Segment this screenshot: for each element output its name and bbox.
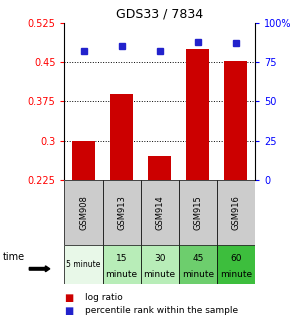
Bar — [64, 245, 103, 284]
Text: ■: ■ — [64, 293, 74, 302]
Bar — [224, 61, 247, 180]
Bar — [217, 180, 255, 245]
Text: GSM914: GSM914 — [155, 195, 164, 230]
Text: ■: ■ — [64, 306, 74, 316]
Bar — [110, 94, 133, 180]
Text: 45: 45 — [192, 254, 203, 264]
Bar — [103, 245, 141, 284]
Bar — [186, 49, 209, 180]
Bar — [148, 156, 171, 180]
Text: percentile rank within the sample: percentile rank within the sample — [85, 306, 238, 315]
Text: GSM916: GSM916 — [231, 195, 240, 230]
Text: 15: 15 — [116, 254, 127, 264]
Text: 60: 60 — [230, 254, 242, 264]
Text: minute: minute — [144, 270, 176, 279]
Bar — [179, 245, 217, 284]
Bar — [179, 180, 217, 245]
Bar — [141, 180, 179, 245]
Text: minute: minute — [105, 270, 138, 279]
Bar — [141, 245, 179, 284]
Bar — [64, 180, 103, 245]
Text: GSM915: GSM915 — [193, 195, 202, 230]
Text: minute: minute — [182, 270, 214, 279]
Text: 30: 30 — [154, 254, 166, 264]
Text: GSM913: GSM913 — [117, 195, 126, 230]
Text: log ratio: log ratio — [85, 293, 123, 302]
Bar — [72, 141, 95, 180]
Bar — [103, 180, 141, 245]
Text: time: time — [3, 252, 25, 262]
Title: GDS33 / 7834: GDS33 / 7834 — [116, 7, 203, 20]
Bar — [217, 245, 255, 284]
Text: 5 minute: 5 minute — [66, 260, 101, 269]
Text: minute: minute — [220, 270, 252, 279]
Text: GSM908: GSM908 — [79, 195, 88, 230]
